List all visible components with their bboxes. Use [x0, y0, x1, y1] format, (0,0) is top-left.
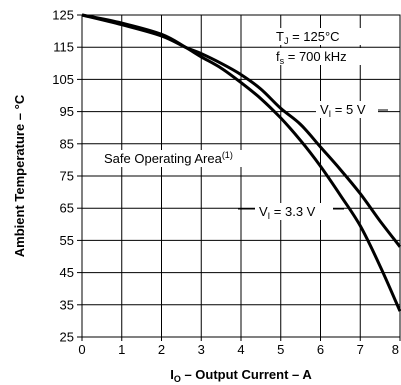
x-tick-label-7: 7: [357, 342, 364, 357]
y-tick-label-75: 75: [60, 169, 74, 184]
series-group: [81, 13, 401, 312]
grid: [82, 15, 400, 337]
label-bg-v33: [255, 203, 333, 220]
y-tick-label-35: 35: [60, 297, 74, 312]
label-bg-v5: [316, 101, 378, 118]
y-tick-label-95: 95: [60, 104, 74, 119]
annotation-v33: VI = 3.3 V: [259, 204, 316, 221]
x-tick-label-4: 4: [237, 342, 244, 357]
annotation-safe-area: Safe Operating Area(1): [104, 150, 233, 166]
y-tick-label-115: 115: [53, 40, 74, 55]
y-tick-label-55: 55: [60, 233, 74, 248]
x-tick-label-8: 8: [392, 342, 399, 357]
y-tick-label-105: 105: [52, 72, 74, 87]
x-tick-label-6: 6: [317, 342, 324, 357]
annotation-tj: TJ = 125°C: [276, 29, 340, 46]
y-tick-label-85: 85: [60, 136, 74, 151]
x-tick-label-2: 2: [158, 342, 165, 357]
x-tick-label-5: 5: [277, 342, 284, 357]
label-bg-fs: [272, 48, 378, 65]
y-axis-ticks: 25 35 45 55 65 75 85 95 105 115 125: [52, 8, 82, 345]
x-tick-label-3: 3: [198, 342, 205, 357]
x-tick-label-1: 1: [118, 342, 125, 357]
y-tick-label-25: 25: [60, 330, 74, 345]
x-axis-ticks: 0 1 2 3 4 5 6 7 8: [78, 337, 401, 357]
y-tick-label-65: 65: [60, 201, 74, 216]
y-tick-label-45: 45: [60, 265, 74, 280]
y-axis-title: Ambient Temperature – °C: [12, 94, 27, 257]
label-bg-safe: [100, 150, 278, 167]
x-tick-label-0: 0: [78, 342, 85, 357]
x-axis-title: IO – Output Current – A: [170, 367, 312, 384]
label-bg-tj: [272, 28, 378, 45]
annotation-v5: VI = 5 V: [320, 102, 366, 119]
series-line-vi-3-3v: [81, 13, 401, 312]
annotation-fs: fs = 700 kHz: [276, 49, 347, 66]
y-tick-label-125: 125: [52, 8, 74, 23]
